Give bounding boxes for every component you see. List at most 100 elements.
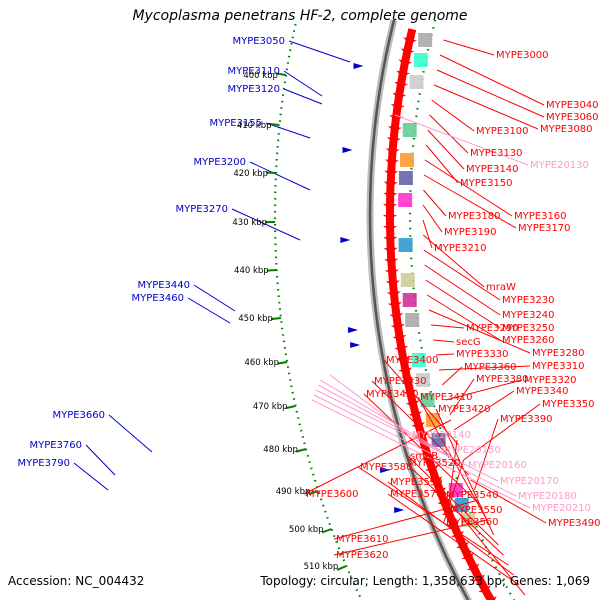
- reverse-gene-arrow: [342, 147, 353, 153]
- summary-text: Topology: circular; Length: 1,358,633 bp…: [260, 574, 590, 588]
- gene-label-pink: MYPE20210: [532, 503, 591, 514]
- reverse-gene-arrow: [340, 237, 351, 243]
- gene-label-left: MYPE3155: [209, 118, 262, 129]
- forward-gene-arrow: [482, 588, 497, 600]
- leader-line: [333, 519, 487, 556]
- gene-label-right: mraW: [486, 282, 516, 293]
- leader-line: [187, 297, 231, 324]
- kbp-tick: [275, 72, 287, 76]
- leader-line: [283, 70, 323, 97]
- leader-line: [441, 366, 463, 386]
- leader-line: [315, 389, 499, 482]
- gene-label-right: MYPE3620: [336, 550, 389, 561]
- leader-line: [435, 353, 455, 356]
- gene-label-pink: MYPE20170: [500, 476, 559, 487]
- gene-label-right: MYPE3190: [444, 227, 497, 238]
- feature-box: [402, 123, 417, 137]
- leader-line: [249, 161, 311, 191]
- leader-line: [431, 99, 475, 132]
- leader-line: [443, 494, 526, 596]
- leader-line: [425, 279, 501, 329]
- gene-label-right: MYPE3320: [524, 375, 577, 386]
- leader-line: [427, 129, 465, 170]
- leader-line: [333, 499, 479, 540]
- gene-label-right: MYPE3520: [408, 458, 461, 469]
- feature-box: [448, 483, 463, 497]
- leader-line: [303, 419, 452, 495]
- kbp-tick: [336, 565, 347, 571]
- gene-label-left: MYPE3200: [193, 157, 246, 168]
- feature-box: [400, 273, 415, 287]
- gene-labels: MYPE3050 MYPE3110 MYPE3120 MYPE3155 MYPE3200…: [17, 36, 600, 561]
- gene-label-pink: MYPE20140: [412, 430, 471, 441]
- gene-label-right: MYPE3570: [390, 489, 443, 500]
- leader-line: [453, 390, 515, 431]
- kbp-tick-label: 430 kbp: [232, 218, 267, 228]
- leader-line: [435, 408, 495, 536]
- leader-line: [426, 294, 501, 341]
- leader-line: [423, 249, 501, 301]
- backbone-line: [368, 19, 470, 600]
- leader-line: [288, 40, 351, 63]
- gene-label-right: MYPE3210: [434, 243, 487, 254]
- kbp-tick: [270, 317, 282, 321]
- feature-box: [399, 153, 414, 167]
- leader-line: [470, 479, 547, 524]
- gene-label-right: MYPE3540: [446, 490, 499, 501]
- gene-label-right: MYPE3410: [420, 392, 473, 403]
- leader-line: [319, 379, 441, 451]
- gene-label-right: MYPE3550: [450, 505, 503, 516]
- kbp-tick-label: 470 kbp: [253, 402, 288, 412]
- gene-label-pink: MYPE20150: [442, 445, 501, 456]
- gene-label-right: MYPE3040: [546, 100, 599, 111]
- feature-box: [415, 373, 430, 387]
- gene-label-left: MYPE3760: [29, 440, 82, 451]
- leader-line: [449, 378, 475, 416]
- kbp-tick-label: 480 kbp: [263, 445, 298, 455]
- reverse-gene-arrow: [350, 342, 361, 348]
- gene-label-right: MYPE3490: [548, 518, 600, 529]
- gene-label-right: MYPE3230: [502, 295, 555, 306]
- leader-line: [405, 462, 504, 556]
- feature-box: [418, 33, 433, 47]
- gene-label-right: MYPE3610: [336, 534, 389, 545]
- leader-line: [423, 189, 447, 217]
- leader-line: [443, 459, 465, 523]
- leader-line: [443, 39, 495, 56]
- leader-line: [445, 379, 523, 401]
- forward-gene-arrow: [459, 544, 475, 561]
- kbp-tick-label: 460 kbp: [244, 358, 279, 368]
- forward-gene-arrow: [465, 555, 480, 572]
- gene-label-right: MYPE3250: [502, 323, 555, 334]
- feature-box: [398, 238, 413, 252]
- gene-label-left: MYPE3270: [175, 204, 228, 215]
- feature-box: [411, 353, 426, 367]
- leader-line: [434, 84, 539, 130]
- accession-text: Accession: NC_004432: [8, 574, 145, 588]
- forward-gene-arrow: [454, 533, 469, 550]
- gene-label-right: MYPE3130: [470, 148, 523, 159]
- gene-label-right: MYPE3180: [448, 211, 501, 222]
- gene-label-right: MYPE3290: [466, 323, 519, 334]
- feature-box: [420, 393, 435, 407]
- leader-line: [317, 384, 467, 466]
- kbp-tick: [296, 448, 307, 453]
- leader-line: [407, 455, 499, 546]
- gene-label-right: MYPE3450: [366, 389, 419, 400]
- leader-line: [283, 88, 323, 105]
- kbp-tick: [266, 269, 277, 272]
- gene-label-right: MYPE3390: [500, 414, 553, 425]
- gene-label-right: MYPE3140: [466, 164, 519, 175]
- gene-label-right: MYPE3100: [476, 126, 529, 137]
- leader-line: [422, 234, 485, 288]
- gene-label-right: MYPE3280: [532, 348, 585, 359]
- leader-line: [313, 394, 517, 497]
- map-title: Mycoplasma penetrans HF-2, complete geno…: [132, 8, 468, 24]
- forward-gene-arrow: [470, 566, 485, 583]
- gene-label-right: MYPE3400: [386, 355, 439, 366]
- kbp-tick-labels: 400 kbp 410 kbp 420 kbp 430 kbp 440 kbp 450 k…: [232, 71, 347, 572]
- feature-box: [398, 171, 413, 185]
- kbp-tick-label: 400 kbp: [243, 71, 278, 81]
- leader-line: [428, 309, 531, 354]
